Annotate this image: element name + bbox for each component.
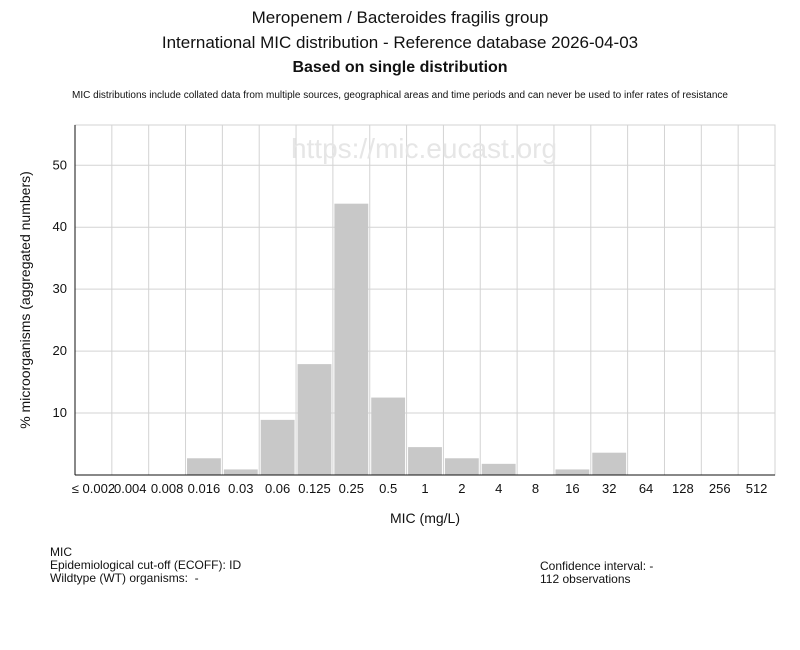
x-tick-label: 512	[746, 481, 768, 496]
observations-count: 112 observations	[540, 572, 631, 586]
y-tick-label: 20	[53, 343, 67, 358]
bar	[371, 397, 406, 475]
bar	[260, 419, 295, 475]
bar	[334, 203, 369, 476]
x-tick-label: 256	[709, 481, 731, 496]
y-tick-label: 50	[53, 157, 67, 172]
y-axis-title: % microorganisms (aggregated numbers)	[17, 171, 33, 429]
x-tick-label: 8	[532, 481, 539, 496]
plot-area	[74, 124, 776, 476]
bar	[408, 447, 442, 475]
bar	[297, 364, 332, 475]
bar	[481, 463, 516, 475]
x-tick-label: 0.06	[265, 481, 290, 496]
y-tick-label: 30	[53, 281, 67, 296]
x-tick-label: 0.125	[298, 481, 331, 496]
chart-subtitle: International MIC distribution - Referen…	[161, 33, 639, 52]
x-tick-label: 1	[421, 481, 428, 496]
x-tick-label: 0.03	[228, 481, 253, 496]
x-tick-label: 0.016	[188, 481, 221, 496]
x-tick-label: 16	[565, 481, 579, 496]
mic-label: MIC	[50, 545, 72, 559]
bar	[592, 452, 627, 475]
chart-title: Meropenem / Bacteroides fragilis group	[251, 8, 549, 27]
x-axis-title: MIC (mg/L)	[390, 510, 460, 526]
bar	[223, 469, 258, 475]
y-tick-label: 10	[53, 405, 67, 420]
x-tick-label: 0.004	[114, 481, 147, 496]
x-tick-label: 0.25	[339, 481, 364, 496]
x-tick-label: ≤ 0.002	[72, 481, 115, 496]
ecoff-text: Epidemiological cut-off (ECOFF): ID	[50, 558, 242, 572]
bar	[555, 469, 590, 475]
bar	[187, 458, 221, 475]
disclaimer-text: MIC distributions include collated data …	[72, 90, 728, 101]
confidence-interval-text: Confidence interval: -	[540, 559, 654, 573]
y-tick-label: 40	[53, 219, 67, 234]
info-left: MIC Epidemiological cut-off (ECOFF): ID …	[50, 546, 241, 585]
x-tick-label: 2	[458, 481, 465, 496]
x-tick-label: 4	[495, 481, 502, 496]
x-tick-label: 32	[602, 481, 616, 496]
chart-subtitle-bold: Based on single distribution	[292, 59, 508, 76]
x-tick-label: 64	[639, 481, 653, 496]
bar	[444, 458, 479, 475]
watermark: https://mic.eucast.org	[291, 133, 557, 164]
x-tick-label: 0.5	[379, 481, 397, 496]
x-tick-label: 0.008	[151, 481, 184, 496]
x-tick-label: 128	[672, 481, 694, 496]
wildtype-text: Wildtype (WT) organisms: -	[50, 571, 199, 585]
info-right: Confidence interval: - 112 observations	[540, 560, 653, 586]
